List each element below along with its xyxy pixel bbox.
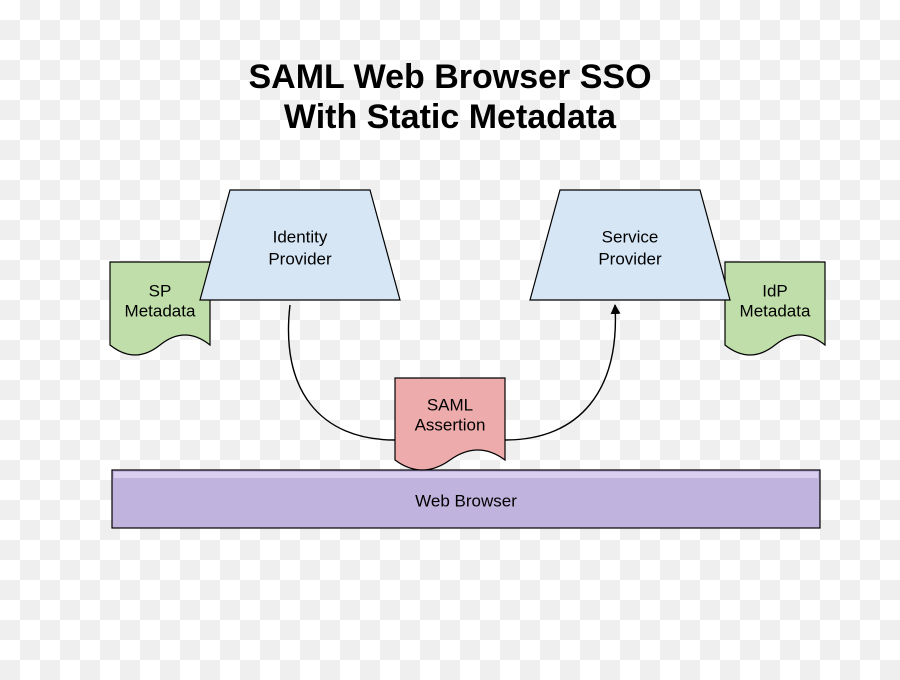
- sp-metadata-label-2: Metadata: [125, 301, 196, 320]
- saml-assertion-node: SAML Assertion: [395, 378, 505, 470]
- arrow-browser-to-idp: [288, 305, 395, 440]
- idp-metadata-node: IdP Metadata: [725, 262, 825, 355]
- service-provider-node: Service Provider: [530, 190, 730, 300]
- idp-metadata-label-2: Metadata: [740, 301, 811, 320]
- identity-provider-label-1: Identity: [273, 227, 328, 246]
- diagram-title-line1: SAML Web Browser SSO: [248, 58, 651, 96]
- idp-metadata-label-1: IdP: [762, 281, 788, 300]
- sp-metadata-label-1: SP: [149, 281, 172, 300]
- saml-assertion-label-2: Assertion: [415, 415, 486, 434]
- diagram-title-line2: With Static Metadata: [284, 98, 617, 136]
- service-provider-label-2: Provider: [598, 249, 662, 268]
- sp-metadata-node: SP Metadata: [110, 262, 210, 355]
- service-provider-label-1: Service: [602, 227, 659, 246]
- web-browser-label: Web Browser: [415, 491, 517, 510]
- arrow-browser-to-service: [505, 305, 615, 440]
- diagram-svg: SAML Web Browser SSO With Static Metadat…: [0, 0, 900, 680]
- saml-assertion-label-1: SAML: [427, 395, 473, 414]
- identity-provider-node: Identity Provider: [200, 190, 400, 300]
- web-browser-node: Web Browser: [112, 470, 820, 528]
- identity-provider-label-2: Provider: [268, 249, 332, 268]
